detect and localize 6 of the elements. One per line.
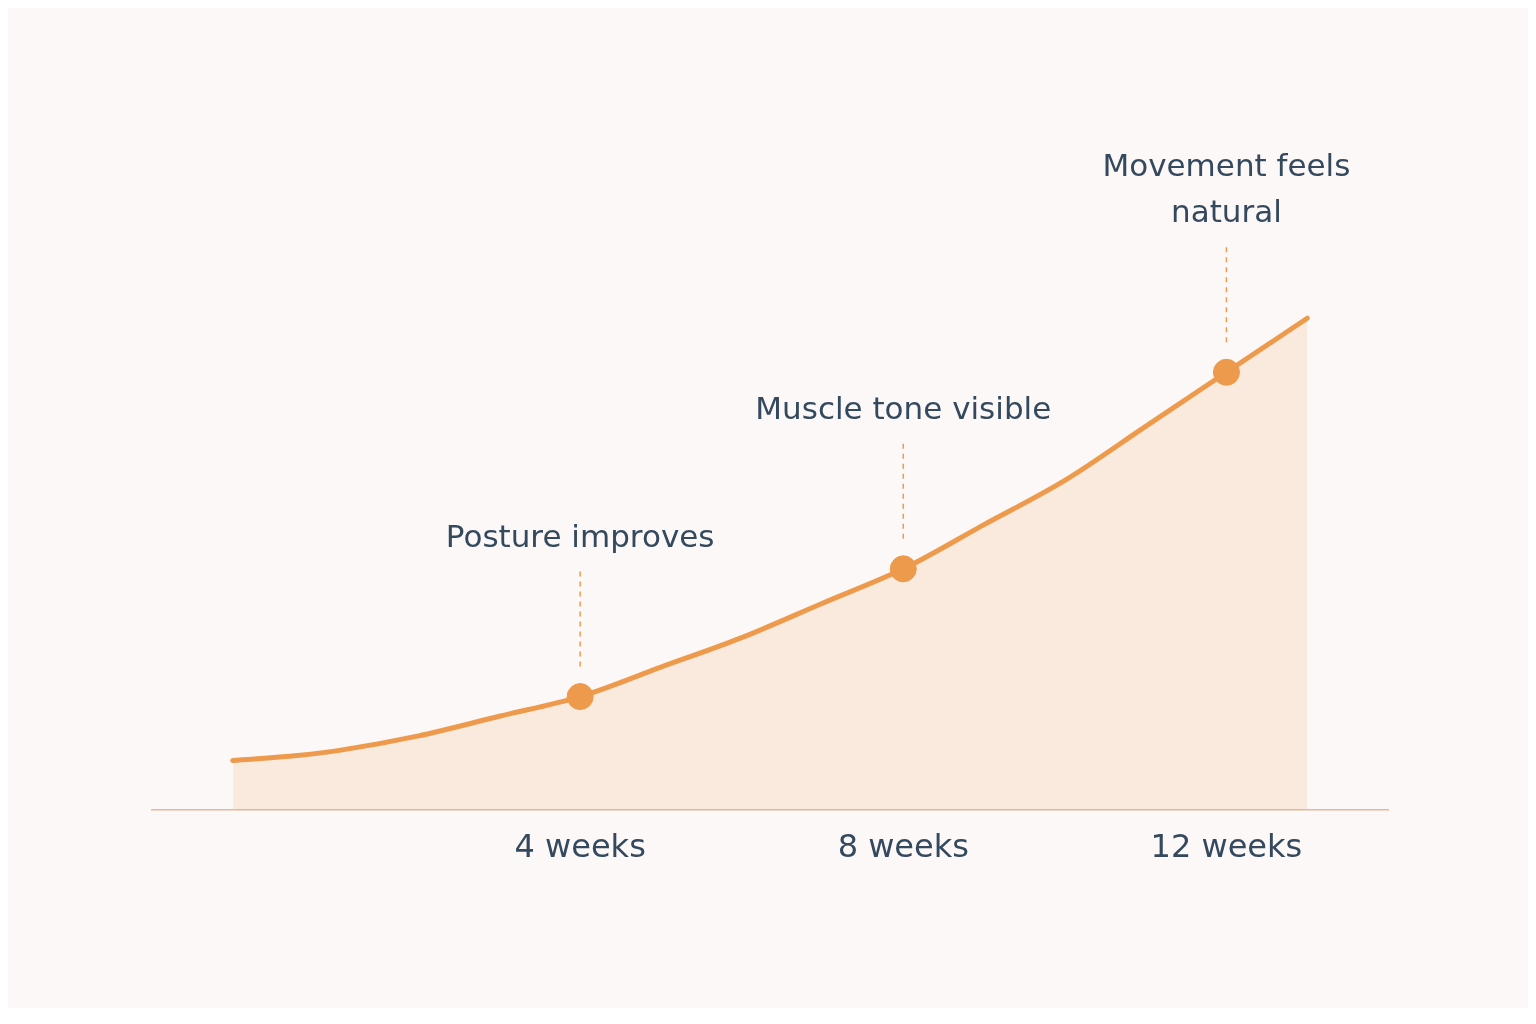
text: Movement feels natural bbox=[1102, 147, 1351, 230]
annotation: Posture improves bbox=[445, 517, 715, 554]
x-tick-label: 12 weeks bbox=[1150, 827, 1303, 866]
x-tick-label: 8 weeks bbox=[837, 827, 969, 866]
annotation: Muscle tone visible bbox=[755, 389, 1052, 426]
x-tick-label: 4 weeks bbox=[514, 827, 646, 866]
